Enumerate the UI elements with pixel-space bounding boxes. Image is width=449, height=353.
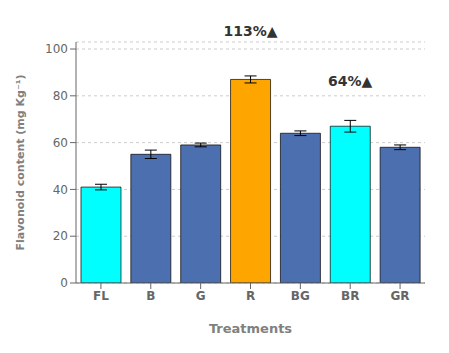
svg-text:Treatments: Treatments: [209, 321, 292, 336]
svg-text:40: 40: [53, 183, 68, 197]
svg-text:FL: FL: [93, 289, 109, 303]
svg-text:64%▲: 64%▲: [328, 73, 373, 89]
svg-text:Flavonoid content (mg Kg⁻¹): Flavonoid content (mg Kg⁻¹): [14, 74, 27, 250]
svg-text:0: 0: [60, 276, 68, 290]
svg-text:20: 20: [53, 229, 68, 243]
svg-text:BR: BR: [341, 289, 359, 303]
svg-text:G: G: [196, 289, 206, 303]
svg-text:80: 80: [53, 89, 68, 103]
svg-text:B: B: [146, 289, 155, 303]
svg-text:GR: GR: [391, 289, 410, 303]
svg-text:113%▲: 113%▲: [223, 23, 277, 39]
svg-text:R: R: [246, 289, 255, 303]
svg-text:BG: BG: [291, 289, 310, 303]
svg-text:100: 100: [45, 42, 68, 56]
svg-text:60: 60: [53, 136, 68, 150]
